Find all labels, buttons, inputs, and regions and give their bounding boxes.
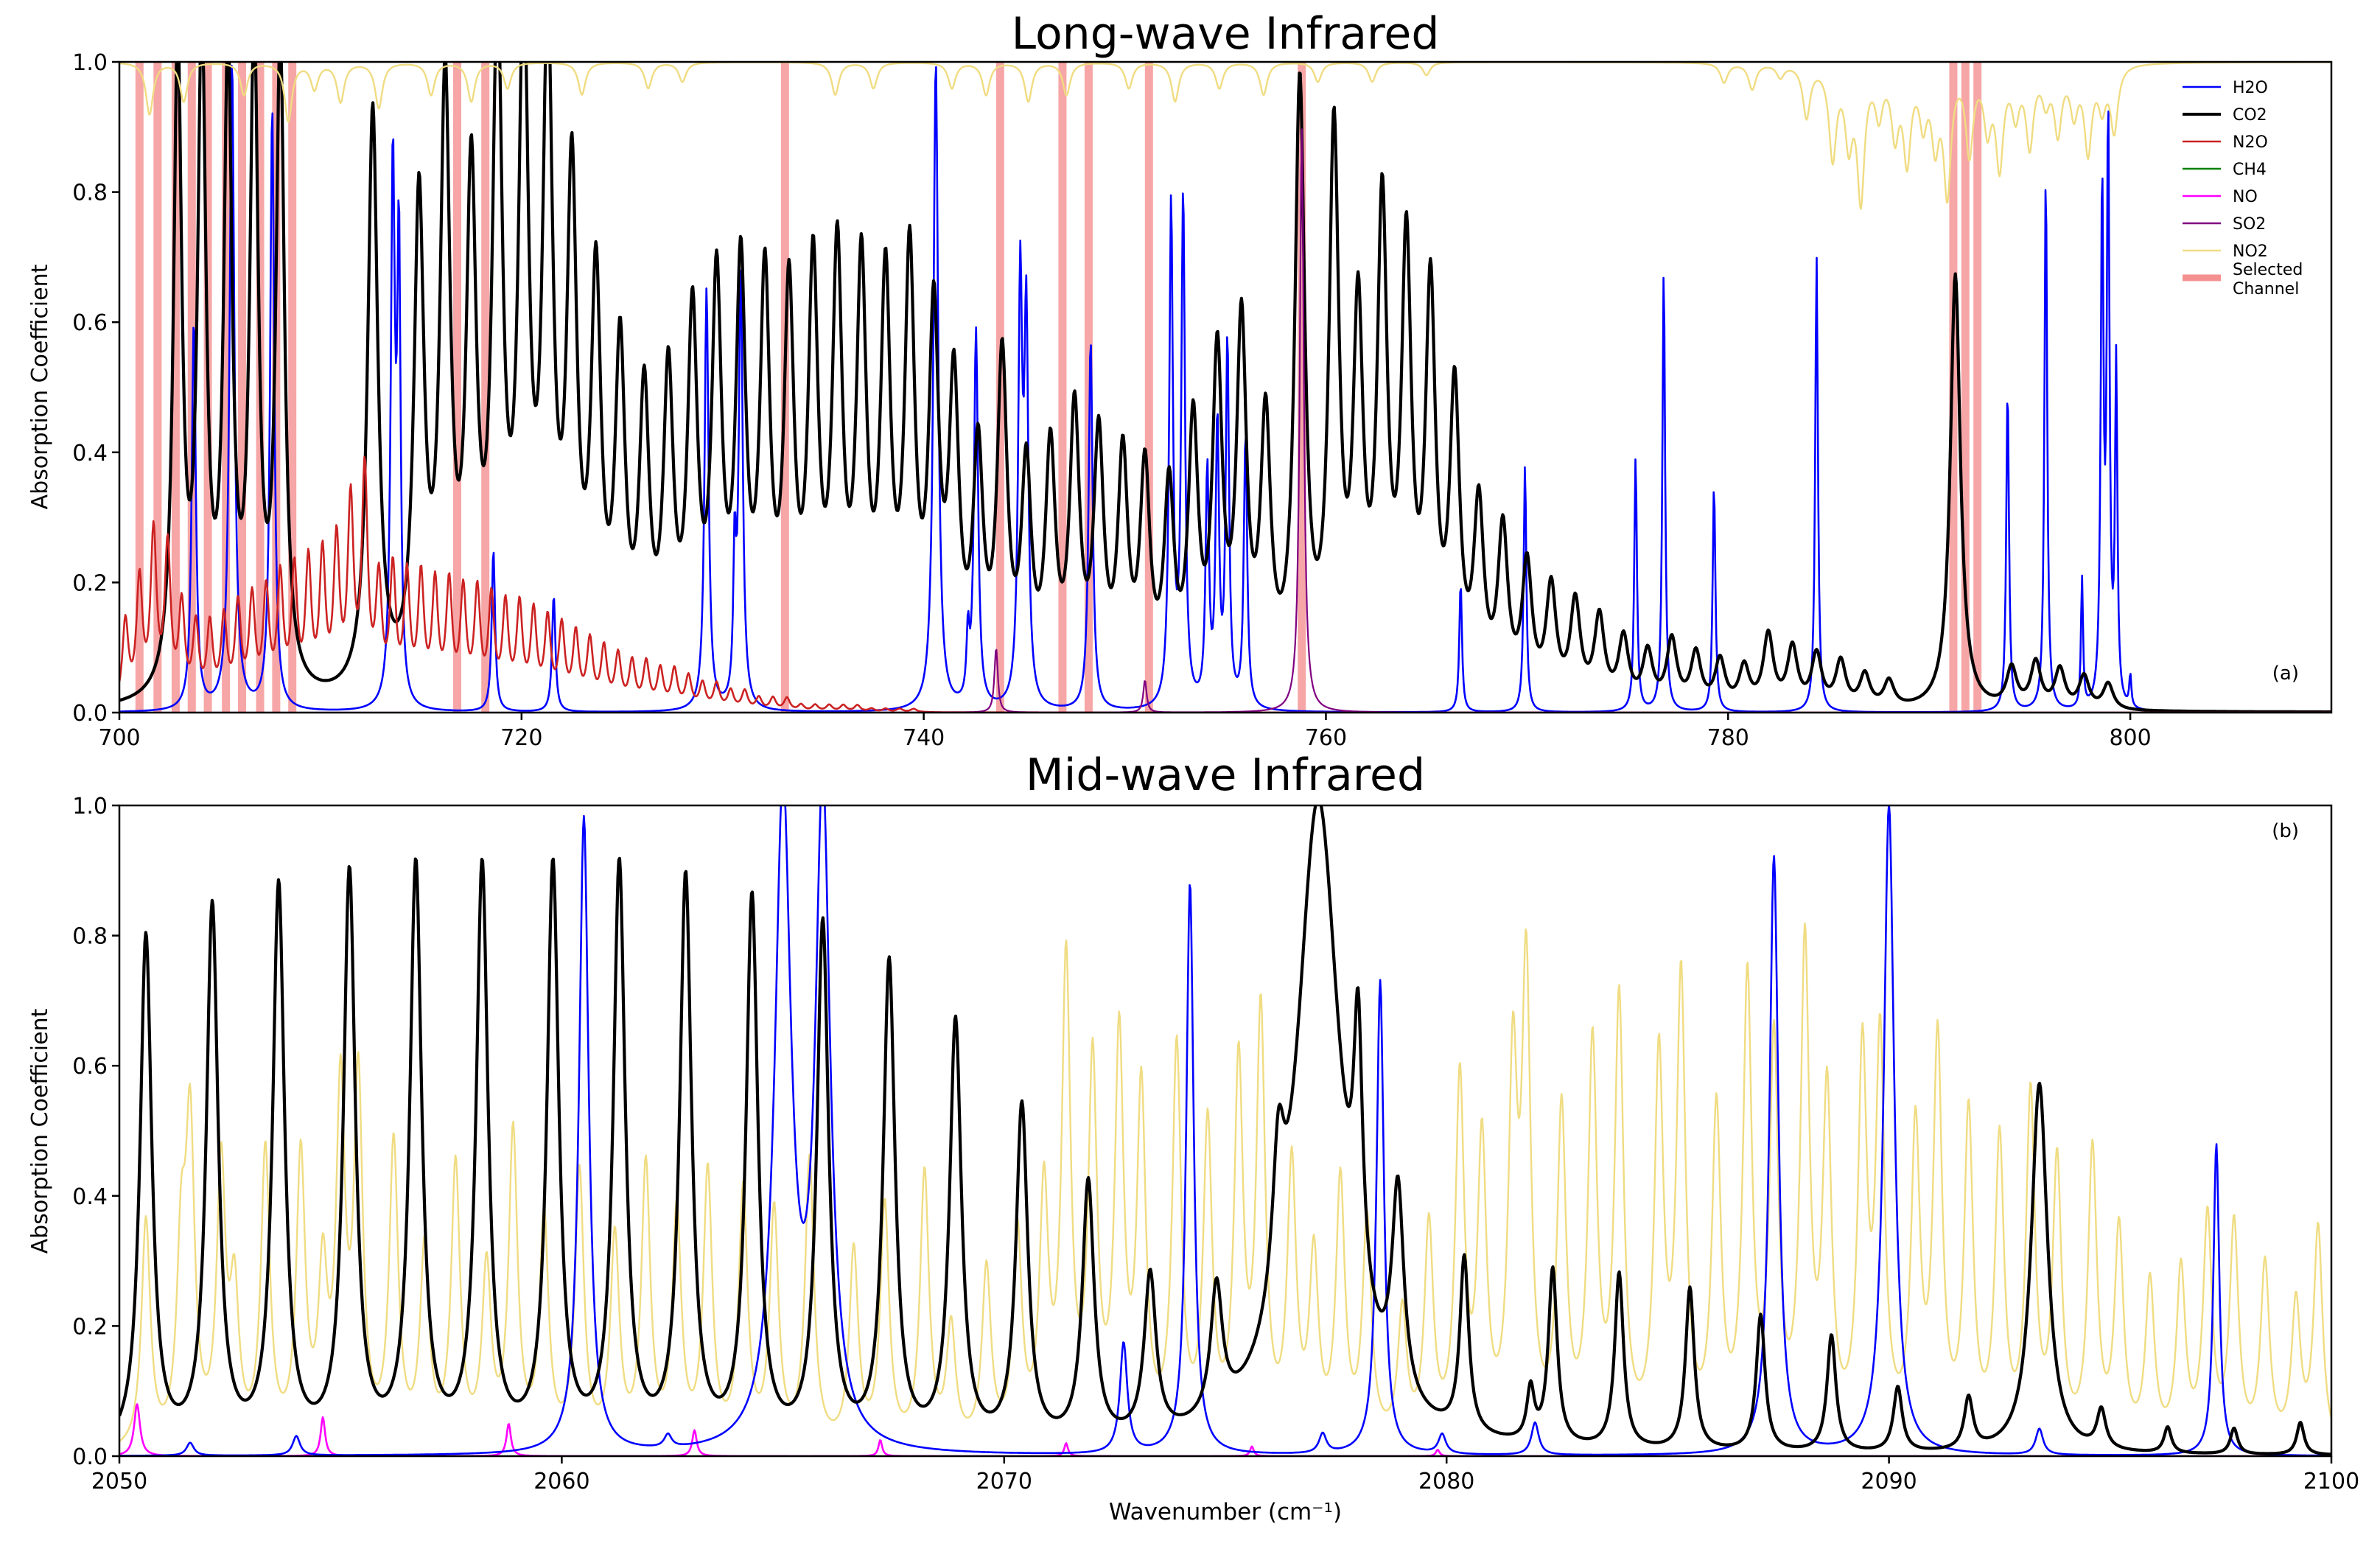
legend-label: H2O [2233, 79, 2268, 97]
y-tick-label: 1.0 [72, 794, 108, 819]
legend-label: Channel [2233, 280, 2299, 298]
y-tick-label: 0.6 [72, 310, 108, 336]
legend-label: SO2 [2233, 215, 2266, 234]
y-tick-label: 0.2 [72, 1314, 108, 1340]
x-tick-label: 2060 [533, 1469, 589, 1494]
y-tick-label: 0.6 [72, 1054, 108, 1080]
y-tick-label: 0.4 [72, 441, 108, 466]
x-tick-label: 2070 [976, 1469, 1032, 1494]
y-tick-label: 1.0 [72, 50, 108, 76]
panel-a-title: Long-wave Infrared [1012, 8, 1440, 60]
panel-a-long-wave: Long-wave Infrared Absorption Coefficien… [27, 8, 2333, 751]
panel-b-ylabel: Absorption Coefficient [27, 1008, 53, 1253]
panel-b-xlabel: Wavenumber (cm⁻¹) [1109, 1499, 1342, 1525]
y-tick-label: 0.4 [72, 1184, 108, 1210]
legend-label: CO2 [2233, 106, 2267, 125]
legend-label: N2O [2233, 133, 2268, 152]
legend-label: CH4 [2233, 161, 2267, 179]
panel-a-axes-frame [118, 60, 2333, 714]
legend-label: NO [2233, 188, 2258, 206]
x-tick-label: 780 [1707, 725, 1749, 751]
series-line-co2 [119, 805, 2331, 1456]
panel-b-axes-frame [118, 804, 2333, 1458]
panel-b-title: Mid-wave Infrared [1026, 749, 1425, 801]
series-line-h2o [119, 805, 2331, 1456]
y-tick-label: 0.0 [72, 701, 108, 727]
y-tick-label: 0.2 [72, 570, 108, 596]
x-tick-label: 2100 [2303, 1469, 2359, 1494]
legend-label: Selected [2233, 261, 2303, 279]
x-tick-label: 740 [903, 725, 945, 751]
x-tick-label: 700 [98, 725, 140, 751]
y-tick-label: 0.8 [72, 924, 108, 950]
x-tick-label: 720 [500, 725, 542, 751]
y-tick-label: 0.8 [72, 181, 108, 206]
series-line-co2 [119, 62, 2331, 713]
x-tick-label: 760 [1305, 725, 1347, 751]
x-tick-label: 800 [2109, 725, 2151, 751]
legend-label: NO2 [2233, 242, 2268, 261]
panel-a-ylabel: Absorption Coefficient [27, 264, 53, 509]
x-tick-label: 2050 [91, 1469, 147, 1494]
y-tick-label: 0.0 [72, 1444, 108, 1470]
x-tick-label: 2090 [1861, 1469, 1917, 1494]
series-line-no2 [119, 922, 2331, 1442]
series-line-no2 [119, 62, 2331, 210]
panel-b-label: (b) [2272, 820, 2299, 842]
x-tick-label: 2080 [1418, 1469, 1474, 1494]
panel-b-mid-wave: Mid-wave Infrared Absorption Coefficient… [27, 749, 2359, 1525]
panel-a-label: (a) [2272, 662, 2299, 685]
